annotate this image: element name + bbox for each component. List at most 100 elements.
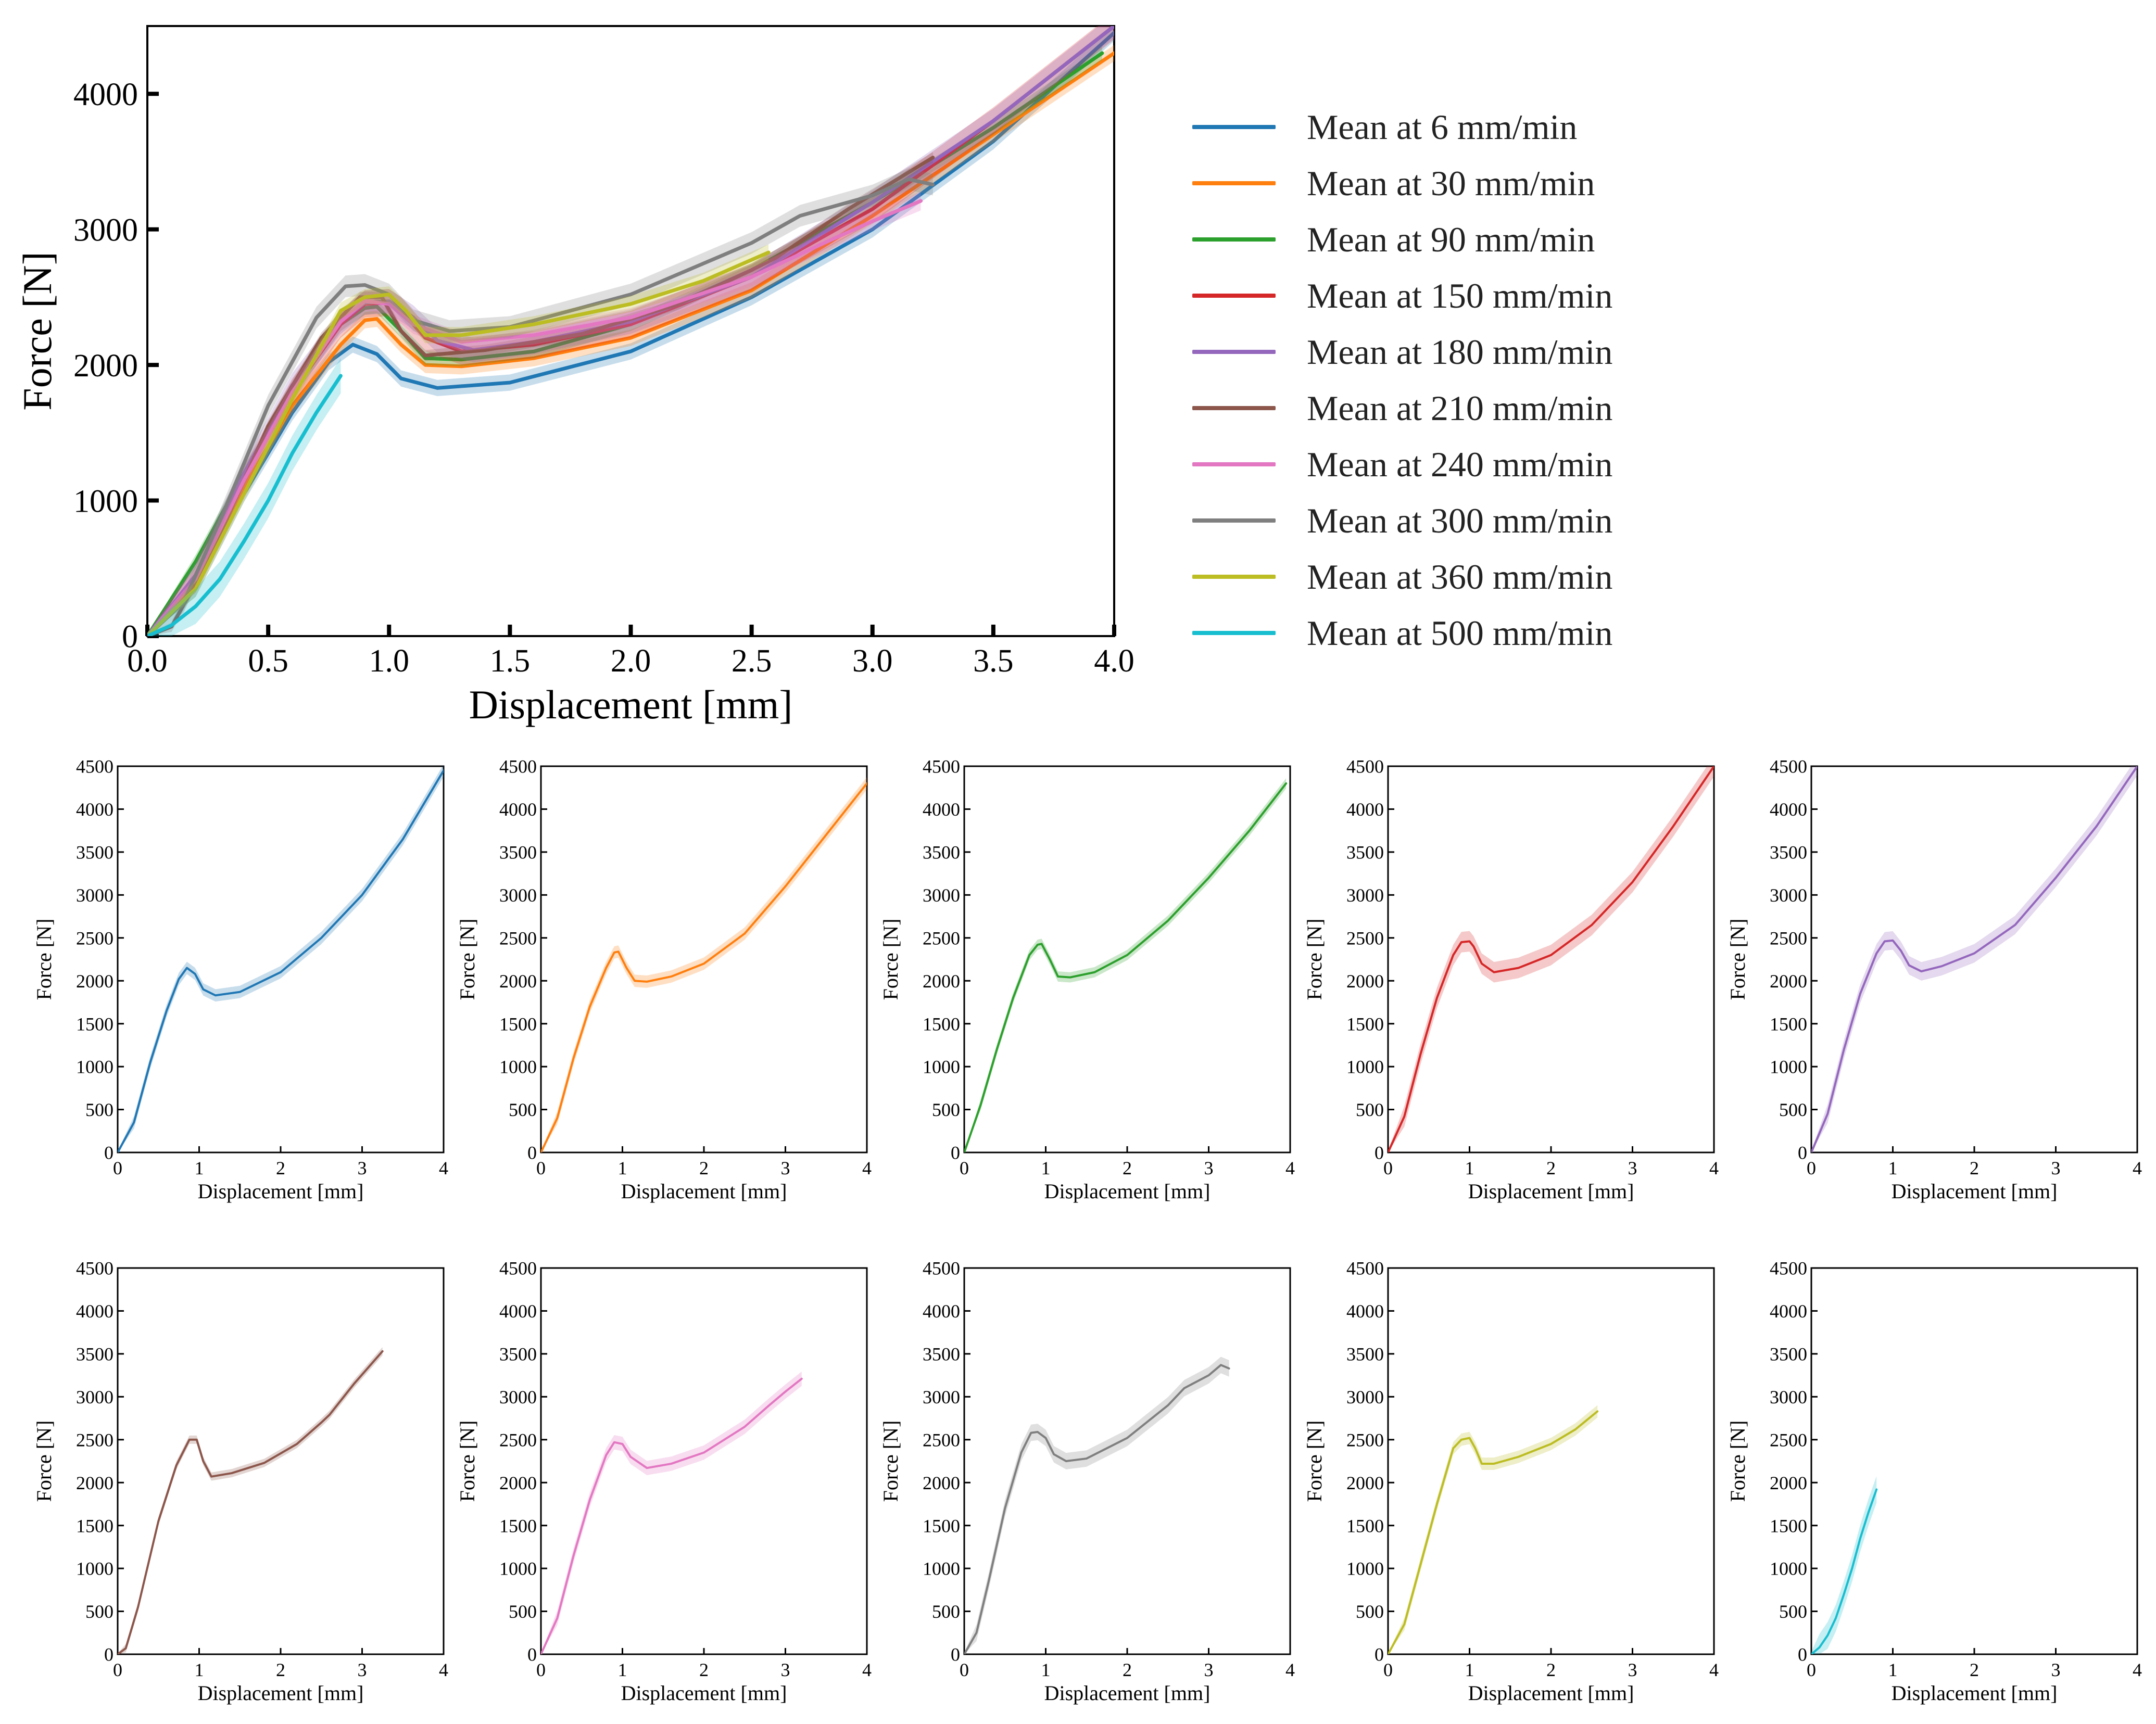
plot-area [1811, 766, 2137, 1152]
y-tick-label: 4500 [923, 1258, 960, 1279]
legend-label: Mean at 90 mm/min [1307, 219, 1595, 259]
x-tick-label: 3 [2051, 1158, 2061, 1178]
y-tick-label: 4000 [499, 1301, 537, 1322]
y-tick-label: 3000 [1770, 885, 1807, 906]
std-band-30 [147, 45, 1114, 636]
x-axis-label: Displacement [mm] [1044, 1681, 1211, 1705]
y-tick-label: 4000 [1770, 1301, 1807, 1322]
x-tick-label: 2 [1970, 1158, 1979, 1178]
y-tick-label: 500 [1779, 1601, 1807, 1622]
x-tick-label: 2 [699, 1659, 709, 1680]
x-tick-label: 0 [1807, 1659, 1816, 1680]
plot-area [118, 766, 444, 1152]
x-tick-label: 2 [699, 1158, 709, 1178]
x-tick-label: 3.5 [973, 643, 1014, 679]
y-axis-label: Force [N] [1303, 1421, 1326, 1502]
x-axis-label: Displacement [mm] [1892, 1681, 2058, 1705]
y-tick-label: 3500 [76, 842, 114, 863]
y-tick-label: 4000 [76, 1301, 114, 1322]
y-tick-label: 2500 [923, 1429, 960, 1450]
y-tick-label: 1500 [76, 1515, 114, 1536]
y-tick-label: 500 [932, 1099, 960, 1120]
y-tick-label: 4500 [499, 1258, 537, 1279]
legend-item-210: Mean at 210 mm/min [1192, 380, 1817, 436]
y-tick-label: 500 [1356, 1601, 1384, 1622]
x-axis-label: Displacement [mm] [469, 682, 793, 727]
y-tick-label: 4500 [76, 756, 114, 777]
y-tick-label: 1000 [923, 1057, 960, 1078]
small-plot-30: 0 1 2 3 4 0 500 1000 1500 2000 2500 3000 3500 4000 450… [456, 756, 872, 1203]
x-tick-label: 0 [113, 1158, 122, 1178]
series-line-150 [1388, 766, 1714, 1152]
plot-frame [540, 1267, 868, 1655]
x-tick-label: 4 [862, 1659, 872, 1680]
std-band-300 [147, 168, 933, 636]
y-tick-label: 4000 [1346, 1301, 1384, 1322]
y-tick-label: 1000 [1770, 1558, 1807, 1579]
std-band-180 [147, 26, 1114, 636]
legend-item-150: Mean at 150 mm/min [1192, 268, 1817, 324]
y-tick-label: 500 [509, 1601, 537, 1622]
x-tick-label: 3 [358, 1158, 367, 1178]
y-tick-label: 1000 [1346, 1558, 1384, 1579]
y-tick-label: 2500 [1346, 1429, 1384, 1450]
y-tick-label: 0 [527, 1143, 537, 1163]
x-tick-label: 4 [1285, 1158, 1295, 1178]
y-tick-label: 2000 [923, 971, 960, 992]
plot-area [541, 1371, 803, 1654]
x-tick-label: 1 [618, 1158, 627, 1178]
y-tick-label: 2500 [499, 1429, 537, 1450]
y-tick-label: 3500 [1346, 842, 1384, 863]
series-line-300 [964, 1364, 1230, 1654]
y-tick-label: 4500 [923, 756, 960, 777]
plot-area [147, 26, 1114, 636]
y-tick-label: 1500 [923, 1013, 960, 1034]
series-line-6 [118, 769, 444, 1152]
y-tick-label: 2000 [499, 1473, 537, 1493]
y-tick-label: 0 [1798, 1644, 1807, 1665]
x-tick-label: 0 [960, 1158, 969, 1178]
legend: Mean at 6 mm/min Mean at 30 mm/min Mean at… [1192, 99, 1817, 661]
y-tick-label: 3500 [923, 1343, 960, 1364]
x-tick-label: 1 [1465, 1659, 1474, 1680]
x-tick-label: 1 [618, 1659, 627, 1680]
series-line-210 [147, 156, 935, 636]
x-axis-label: Displacement [mm] [621, 1180, 787, 1203]
y-tick-label: 2000 [76, 971, 114, 992]
std-band-500 [1811, 1476, 1877, 1654]
y-tick-label: 3000 [923, 885, 960, 906]
plot-area [118, 1347, 384, 1654]
small-plot-210: 0 1 2 3 4 0 500 1000 1500 2000 2500 3000 3500 4000 450… [32, 1258, 448, 1705]
x-tick-label: 3.0 [852, 643, 893, 679]
x-tick-label: 3 [1204, 1158, 1214, 1178]
y-tick-label: 3500 [76, 1343, 114, 1364]
main-chart: 0.0 0.5 1.0 1.5 2.0 2.5 3.0 3.5 4.0 0 1000 2000 3000… [15, 25, 1134, 727]
y-tick-label: 3000 [1346, 1387, 1384, 1408]
x-axis-label: Displacement [mm] [1468, 1681, 1634, 1705]
small-plot-90: 0 1 2 3 4 0 500 1000 1500 2000 2500 3000 3500 4000 450… [879, 756, 1295, 1203]
y-tick-label: 4000 [76, 799, 114, 820]
y-tick-label: 500 [85, 1099, 114, 1120]
y-tick-label: 0 [1798, 1143, 1807, 1163]
series-line-500 [1811, 1488, 1878, 1654]
x-axis-label: Displacement [mm] [621, 1681, 787, 1705]
x-axis-label: Displacement [mm] [1892, 1180, 2058, 1203]
std-band-30 [541, 777, 867, 1152]
x-tick-label: 3 [358, 1659, 367, 1680]
y-tick-label: 4000 [923, 799, 960, 820]
series-line-6 [147, 31, 1114, 636]
x-tick-label: 1 [195, 1158, 204, 1178]
plot-area [1811, 1476, 1878, 1654]
std-band-150 [1388, 766, 1714, 1152]
legend-swatch [1192, 237, 1276, 242]
legend-item-300: Mean at 300 mm/min [1192, 492, 1817, 549]
y-tick-label: 2000 [923, 1473, 960, 1493]
legend-label: Mean at 240 mm/min [1307, 444, 1613, 484]
y-axis-label: Force [N] [1726, 919, 1749, 1000]
y-tick-label: 2500 [1770, 928, 1807, 948]
x-tick-label: 3 [1204, 1659, 1214, 1680]
legend-swatch [1192, 294, 1276, 298]
x-tick-label: 4 [862, 1158, 872, 1178]
y-tick-label: 2000 [73, 348, 138, 384]
x-tick-label: 3 [781, 1158, 790, 1178]
